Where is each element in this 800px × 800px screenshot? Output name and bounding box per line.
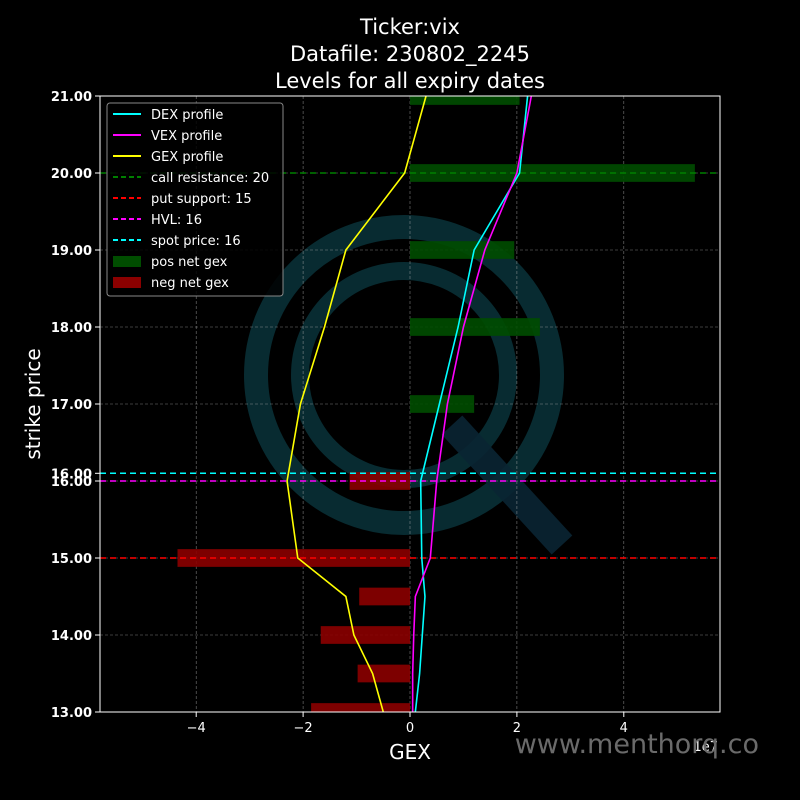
legend: DEX profile VEX profile GEX profile call re… [106, 102, 284, 297]
y-tick-label: 17.00 [51, 398, 92, 413]
y-axis-ticks: 13.00 14.00 15.00 16.00 17.00 18.00 19.00 20.00… [51, 90, 100, 721]
legend-entry-put-support: put support: 15 [113, 192, 252, 207]
x-tick-label: 0 [406, 721, 414, 736]
legend-label: call resistance: 20 [151, 171, 269, 186]
profile-lines [286, 95, 533, 713]
x-tick-label: 4 [620, 721, 628, 736]
neg-net-gex-bar [311, 703, 410, 712]
legend-label: VEX profile [151, 129, 222, 144]
legend-box [106, 102, 284, 297]
y-tick-label: 13.00 [51, 706, 92, 721]
legend-entry-neg-bar: neg net gex [113, 276, 229, 291]
neg-net-gex-bar [359, 587, 410, 606]
legend-label: put support: 15 [151, 192, 252, 207]
watermark-text: www.menthorq.co [515, 729, 759, 760]
legend-entry-vex: VEX profile [113, 129, 222, 144]
menthorq-logo-watermark [244, 215, 573, 555]
legend-entry-pos-bar: pos net gex [113, 255, 228, 270]
y-tick-label: 16.00 [51, 475, 92, 490]
legend-entry-spot: spot price: 16 [113, 234, 241, 249]
neg-net-gex-bar [357, 664, 410, 683]
y-tick-label: 14.00 [51, 629, 92, 644]
legend-entry-call-resistance: call resistance: 20 [113, 171, 269, 186]
pos-net-gex-bar [410, 318, 540, 336]
y-tick-label: 18.00 [51, 321, 92, 336]
y-tick-label: 20.00 [51, 167, 92, 182]
neg-net-gex-bar [349, 472, 410, 490]
legend-label: GEX profile [151, 150, 223, 165]
chart-title-line-3: Levels for all expiry dates [275, 69, 545, 93]
logo-outer-ring [244, 215, 564, 535]
legend-label: HVL: 16 [151, 213, 202, 228]
vex-profile-line [411, 95, 533, 712]
y-tick-label: 19.00 [51, 244, 92, 259]
y-tick-label: 21.00 [51, 90, 92, 105]
y-tick-label: 15.00 [51, 552, 92, 567]
x-tick-label: −4 [187, 721, 206, 736]
x-tick-label: −2 [294, 721, 313, 736]
neg-net-gex-bar [320, 626, 410, 644]
legend-entry-gex: GEX profile [113, 150, 223, 165]
legend-label: neg net gex [151, 276, 229, 291]
legend-swatch-patch [113, 277, 141, 288]
pos-net-gex-bar [410, 395, 475, 413]
x-axis-ticks: −4 −2 0 2 4 [187, 712, 628, 736]
y-axis-label: strike price [21, 348, 45, 459]
chart-title-line-1: Ticker:vix [359, 15, 460, 39]
gex-profile-line [286, 95, 427, 713]
chart-title-line-2: Datafile: 230802_2245 [290, 42, 530, 67]
y-tick-label-spot: 16.00 [51, 467, 92, 482]
pos-net-gex-bar [410, 241, 515, 259]
x-axis-label: GEX [389, 740, 431, 764]
pos-net-gex-bar [410, 96, 520, 105]
logo-tail [441, 415, 573, 555]
legend-entry-hvl: HVL: 16 [113, 213, 202, 228]
x-axis-multiplier: 1e7 [693, 740, 718, 755]
x-tick-label: 2 [513, 721, 521, 736]
legend-label: spot price: 16 [151, 234, 241, 249]
legend-label: DEX profile [151, 108, 223, 123]
legend-swatch-patch [113, 256, 141, 267]
dex-profile-line [414, 95, 529, 713]
legend-entry-dex: DEX profile [113, 108, 223, 123]
legend-label: pos net gex [151, 255, 228, 270]
